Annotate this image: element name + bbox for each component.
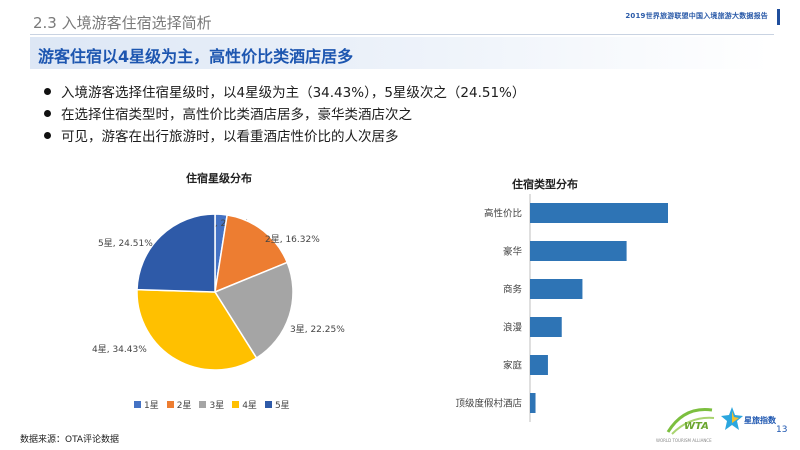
bar xyxy=(530,203,668,223)
bar-category-label: 商务 xyxy=(503,284,523,296)
legend-label: 4星 xyxy=(242,401,257,411)
bullet-text: 可见，游客在出行旅游时，以看重酒店性价比的人次居多 xyxy=(61,129,399,145)
bar-category-label: 高性价比 xyxy=(484,208,522,220)
pie-slice xyxy=(213,261,294,360)
bullet-list: 入境游客选择住宿星级时，以4星级为主（34.43%），5星级次之（24.51%）… xyxy=(44,80,525,146)
legend-label: 2星 xyxy=(176,401,192,411)
pie-slice xyxy=(214,214,289,294)
bullet-dot-icon xyxy=(44,87,51,95)
data-source: 数据来源：OTA评论数据 xyxy=(20,435,120,445)
bullet-dot-icon xyxy=(44,131,51,139)
pie-data-label: 5星, 24.51% xyxy=(98,238,153,249)
bullet-text: 在选择住宿类型时，高性价比类酒店居多，豪华类酒店次之 xyxy=(61,107,412,123)
bar xyxy=(530,355,548,375)
report-title-rule xyxy=(777,9,780,25)
legend-item: 2星 xyxy=(166,398,192,411)
bar-category-label: 豪华 xyxy=(503,246,523,258)
legend-item: 1星 xyxy=(134,398,159,411)
legend-swatch xyxy=(199,401,207,408)
wta-logo-text: WTA xyxy=(684,421,709,432)
bar xyxy=(530,241,627,261)
pie-data-label: 3星, 22.25% xyxy=(290,324,345,335)
legend-label: 5星 xyxy=(274,401,290,411)
pie-data-label: 4星, 34.43% xyxy=(92,344,147,355)
bar xyxy=(530,317,562,337)
legend-swatch xyxy=(166,401,174,408)
pie-legend: 1星 2星 3星 4星 5星 xyxy=(134,398,298,411)
bullet-item: 可见，游客在出行旅游时，以看重酒店性价比的人次居多 xyxy=(44,124,525,146)
pie-chart-title: 住宿星级分布 xyxy=(186,172,252,185)
legend-label: 3星 xyxy=(209,401,225,411)
legend-item: 5星 xyxy=(264,398,290,411)
wta-caption: WORLD TOURISM ALLIANCE xyxy=(656,438,712,443)
bullet-item: 入境游客选择住宿星级时，以4星级为主（34.43%），5星级次之（24.51%） xyxy=(44,80,525,102)
star-logo-text: 星旅指数 xyxy=(744,416,776,425)
legend-swatch xyxy=(134,401,141,408)
pie-data-label: 2星, 16.32% xyxy=(265,234,320,245)
pie-slice xyxy=(136,288,258,371)
headline: 游客住宿以4星级为主，高性价比类酒店居多 xyxy=(38,47,354,66)
bar xyxy=(530,393,536,413)
report-title: 2019世界旅游联盟中国入境旅游大数据报告 xyxy=(625,12,768,20)
bullet-item: 在选择住宿类型时，高性价比类酒店居多，豪华类酒店次之 xyxy=(44,102,525,124)
legend-swatch xyxy=(232,401,240,408)
bar-category-label: 顶级度假村酒店 xyxy=(455,398,522,410)
pie-data-label: 1星, 2.49% xyxy=(200,218,249,229)
header-divider xyxy=(30,34,774,35)
legend-label: 1星 xyxy=(144,401,159,411)
pie-slice xyxy=(136,213,216,293)
bar-chart-title: 住宿类型分布 xyxy=(512,178,578,191)
section-title: 2.3 入境游客住宿选择简析 xyxy=(33,14,212,32)
wta-logo: WTA xyxy=(666,407,715,435)
legend-item: 4星 xyxy=(232,398,257,411)
bullet-dot-icon xyxy=(44,109,51,117)
star-pie-chart: 1星, 2.49% 2星, 16.32% 3星, 22.25% 4星, 34.43% 5… xyxy=(92,213,345,371)
legend-swatch xyxy=(264,401,272,408)
star-logo-icon xyxy=(721,407,743,430)
bar xyxy=(530,279,583,299)
legend-item: 3星 xyxy=(199,398,224,411)
page-number: 13 xyxy=(776,425,788,435)
headline-bar xyxy=(30,37,770,69)
bullet-text: 入境游客选择住宿星级时，以4星级为主（34.43%），5星级次之（24.51%） xyxy=(61,85,526,101)
bar-category-label: 浪漫 xyxy=(503,322,523,334)
bar-category-label: 家庭 xyxy=(503,360,523,372)
